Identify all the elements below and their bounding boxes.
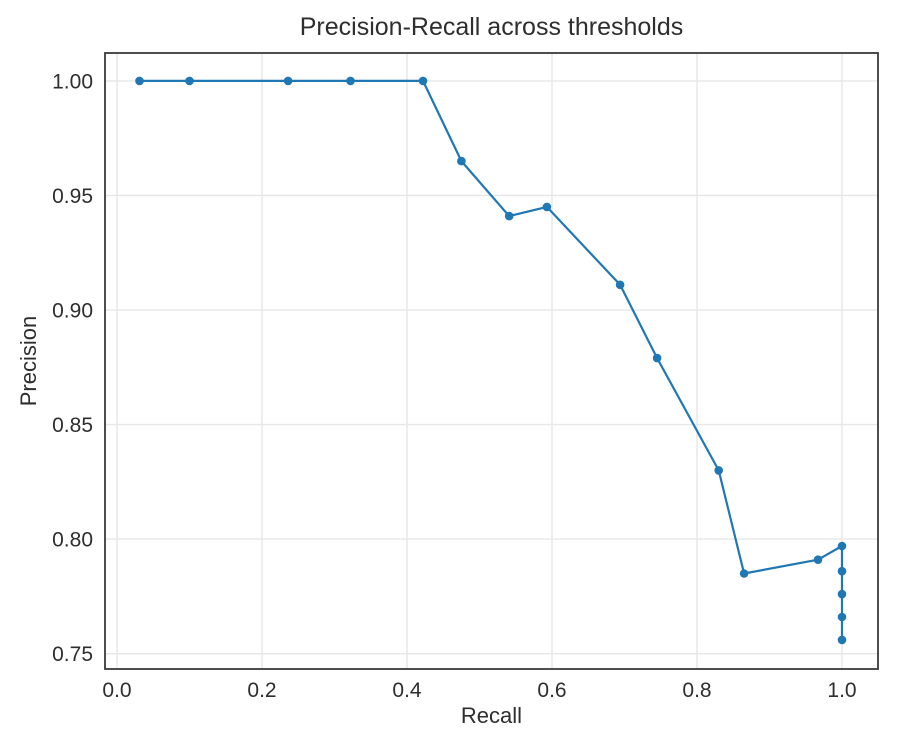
data-point xyxy=(652,353,662,363)
x-tick-label: 1.0 xyxy=(827,679,856,702)
data-point xyxy=(542,202,552,212)
data-point xyxy=(813,555,823,564)
x-tick-label: 0.6 xyxy=(537,679,566,702)
data-point xyxy=(837,566,847,576)
data-point xyxy=(457,156,466,166)
plot-border xyxy=(104,52,879,670)
chart-title: Precision-Recall across thresholds xyxy=(299,13,684,41)
data-point xyxy=(418,76,428,86)
y-tick-label: 0.80 xyxy=(52,529,93,552)
x-tick-label: 0.8 xyxy=(682,679,711,702)
y-tick-label: 1.00 xyxy=(52,70,93,93)
data-point xyxy=(714,466,723,475)
data-point xyxy=(837,589,847,599)
y-axis-label: Precision xyxy=(16,315,41,407)
precision-recall-curve-line xyxy=(138,79,844,641)
x-tick-label: 0.0 xyxy=(102,679,131,702)
data-point xyxy=(346,76,355,86)
y-tick-label: 0.90 xyxy=(52,300,93,323)
data-point xyxy=(837,635,847,645)
data-point xyxy=(504,211,514,221)
data-point xyxy=(185,76,194,86)
data-point xyxy=(615,280,625,290)
x-axis-label: Recall xyxy=(460,703,523,728)
x-tick-label: 0.2 xyxy=(247,679,276,702)
data-point xyxy=(837,541,847,551)
y-tick-label: 0.75 xyxy=(52,643,93,666)
data-point xyxy=(739,569,749,578)
x-tick-label: 0.4 xyxy=(392,679,422,702)
data-point xyxy=(283,76,293,86)
y-tick-label: 0.95 xyxy=(52,185,93,208)
y-tick-label: 0.85 xyxy=(52,414,93,437)
data-point xyxy=(837,612,847,622)
data-point xyxy=(135,76,144,86)
